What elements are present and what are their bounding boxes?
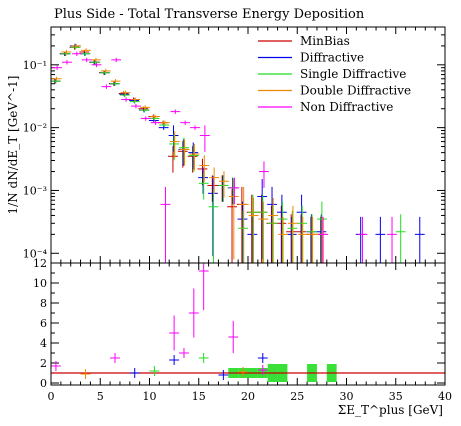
main-plot-frame (50, 26, 446, 264)
ratio-y-tick-label: 4 (40, 337, 47, 350)
legend-label: Double Diffractive (300, 84, 411, 98)
y-axis-label: 1/N dN/dE_T [GeV^-1] (6, 76, 20, 215)
ratio-y-tick-label: 0 (40, 377, 47, 390)
ratio-y-tick-label: 8 (40, 297, 47, 310)
ratio-plot-axes: 0 2 4 6 8 10 12 0 5 10 15 20 25 30 35 40 (33, 257, 452, 403)
x-axis-label: ΣE_T^plus [GeV] (338, 403, 443, 417)
ratio-y-tick-label: 6 (40, 317, 47, 330)
legend-label: Non Diffractive (300, 100, 393, 114)
x-tick-label: 20 (241, 390, 255, 403)
y-tick-label: 10⁻³ (23, 184, 47, 197)
legend-label: Diffractive (300, 51, 364, 65)
ratio-y-tick-label: 12 (33, 257, 47, 270)
x-tick-label: 30 (340, 390, 354, 403)
ratio-plot-data (51, 263, 445, 382)
legend: MinBias Diffractive Single Diffractive Doub… (258, 34, 411, 114)
y-tick-label: 10⁻⁴ (23, 247, 48, 260)
x-tick-label: 15 (192, 390, 206, 403)
ratio-y-tick-label: 2 (40, 357, 47, 370)
ratio-y-tick-label: 10 (33, 277, 47, 290)
x-tick-label: 5 (97, 390, 104, 403)
chart-title: Plus Side - Total Transverse Energy Depo… (54, 7, 365, 22)
legend-label: MinBias (300, 34, 350, 48)
y-tick-label: 10⁻¹ (23, 59, 47, 72)
main-plot-axes: 10⁻⁴ 10⁻³ 10⁻² 10⁻¹ (23, 26, 446, 263)
main-plot-data (51, 43, 425, 263)
x-tick-label: 35 (389, 390, 403, 403)
x-tick-label: 40 (438, 390, 452, 403)
x-tick-label: 10 (143, 390, 157, 403)
x-tick-label: 25 (290, 390, 304, 403)
ratio-plot-frame (50, 262, 446, 386)
y-tick-label: 10⁻² (23, 122, 47, 135)
legend-label: Single Diffractive (300, 67, 406, 81)
x-tick-label: 0 (48, 390, 55, 403)
